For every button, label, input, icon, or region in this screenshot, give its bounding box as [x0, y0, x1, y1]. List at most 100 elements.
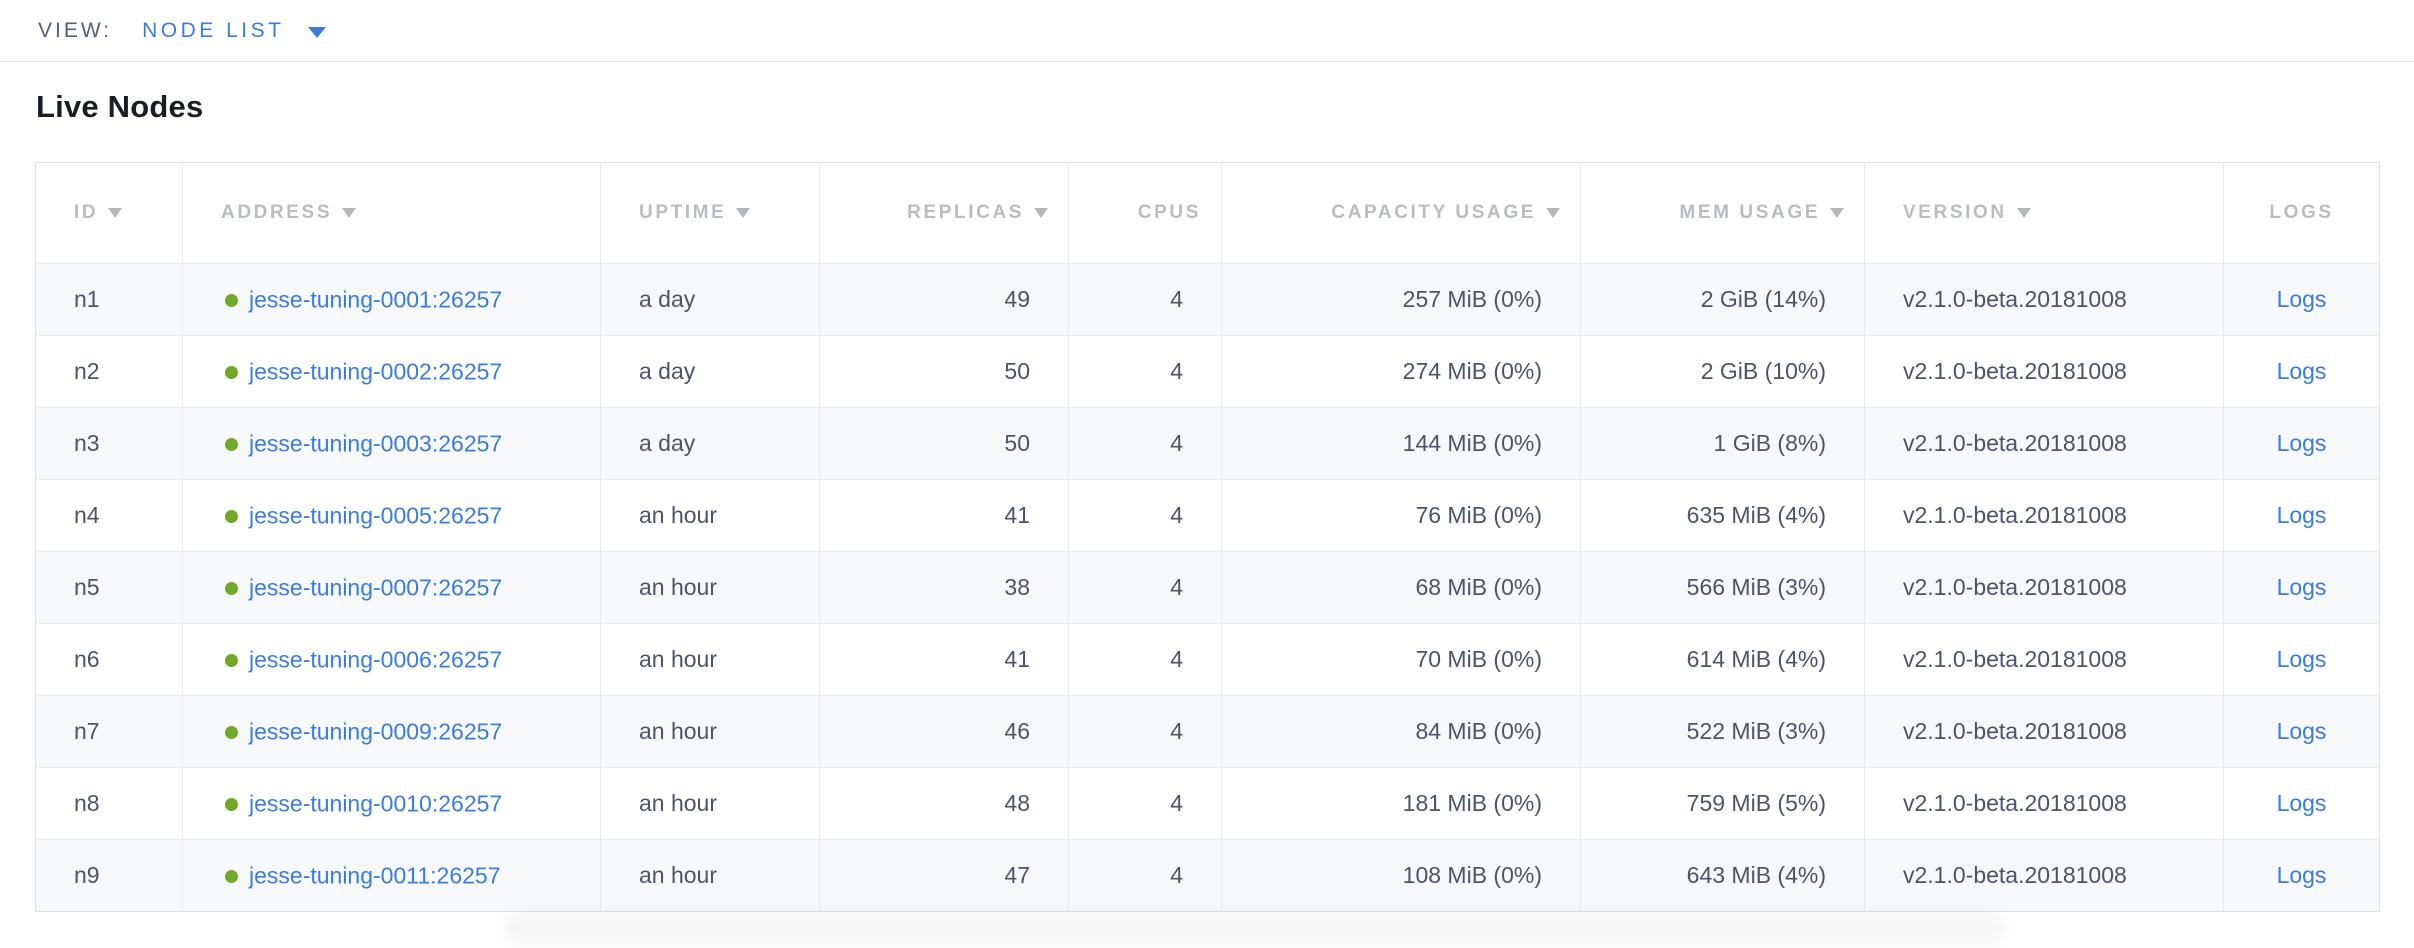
node-logs-link[interactable]: Logs [2276, 286, 2327, 312]
cell-uptime: an hour [600, 695, 820, 768]
node-status-healthy-icon [225, 509, 238, 523]
node-address-link[interactable]: jesse-tuning-0003:26257 [249, 430, 503, 457]
node-address-link[interactable]: jesse-tuning-0001:26257 [249, 286, 503, 313]
cell-address: jesse-tuning-0011:26257 [182, 839, 601, 912]
node-row-n8: n8 jesse-tuning-0010:26257 an hour 48 4 181 M… [35, 767, 2380, 840]
column-header-mem[interactable]: MEM USAGE [1580, 162, 1865, 264]
cell-capacity: 70 MiB (0%) [1221, 623, 1581, 696]
cell-replicas: 48 [819, 767, 1069, 840]
cell-address: jesse-tuning-0001:26257 [182, 263, 601, 336]
sort-desc-icon [2016, 208, 2031, 218]
sort-desc-icon [1034, 208, 1048, 218]
column-header-uptime[interactable]: UPTIME [600, 162, 820, 264]
column-header-replicas[interactable]: REPLICAS [819, 162, 1069, 264]
node-status-healthy-icon [225, 437, 238, 451]
cell-capacity: 181 MiB (0%) [1221, 767, 1581, 840]
node-status-healthy-icon [225, 869, 238, 883]
cell-id: n5 [35, 551, 183, 624]
cell-uptime: a day [600, 407, 820, 480]
column-header-label: ADDRESS [221, 202, 333, 223]
cell-uptime: an hour [600, 551, 820, 624]
cell-capacity: 257 MiB (0%) [1221, 263, 1581, 336]
view-dropdown[interactable]: NODE LIST [112, 18, 327, 43]
cell-uptime: a day [600, 335, 820, 408]
node-status-healthy-icon [225, 293, 238, 307]
cell-capacity: 274 MiB (0%) [1221, 335, 1581, 408]
cell-uptime: a day [600, 263, 820, 336]
cell-cpus: 4 [1068, 839, 1222, 912]
node-address-link[interactable]: jesse-tuning-0010:26257 [249, 790, 503, 817]
cell-version: v2.1.0-beta.20181008 [1864, 407, 2224, 480]
cell-id: n1 [35, 263, 183, 336]
cell-id: n6 [35, 623, 183, 696]
cell-id: n4 [35, 479, 183, 552]
horizontal-scrollbar[interactable] [505, 913, 2005, 943]
column-header-label: MEM USAGE [1679, 202, 1820, 223]
live-nodes-table-container: ID ADDRESS UPTIME REPLICAS CPUS CAPACITY USAG… [35, 162, 2380, 943]
sort-desc-icon [342, 208, 357, 218]
cell-logs: Logs [2223, 839, 2380, 912]
column-header-logs: LOGS [2223, 162, 2380, 264]
cell-uptime: an hour [600, 839, 820, 912]
node-address-link[interactable]: jesse-tuning-0009:26257 [249, 718, 503, 745]
node-logs-link[interactable]: Logs [2276, 646, 2327, 672]
cell-logs: Logs [2223, 263, 2380, 336]
node-address-link[interactable]: jesse-tuning-0006:26257 [249, 646, 503, 673]
cell-mem: 643 MiB (4%) [1580, 839, 1865, 912]
cell-mem: 566 MiB (3%) [1580, 551, 1865, 624]
column-header-version[interactable]: VERSION [1864, 162, 2224, 264]
column-header-label: REPLICAS [907, 202, 1024, 223]
cell-replicas: 47 [819, 839, 1069, 912]
cell-capacity: 108 MiB (0%) [1221, 839, 1581, 912]
sort-desc-icon [1830, 208, 1844, 218]
table-body: n1 jesse-tuning-0001:26257 a day 49 4 257 MiB… [35, 263, 2380, 912]
node-logs-link[interactable]: Logs [2276, 430, 2327, 456]
column-header-id[interactable]: ID [35, 162, 183, 264]
node-logs-link[interactable]: Logs [2276, 574, 2327, 600]
cell-address: jesse-tuning-0006:26257 [182, 623, 601, 696]
cell-version: v2.1.0-beta.20181008 [1864, 551, 2224, 624]
cell-capacity: 144 MiB (0%) [1221, 407, 1581, 480]
node-row-n6: n6 jesse-tuning-0006:26257 an hour 41 4 70 Mi… [35, 623, 2380, 696]
node-address-link[interactable]: jesse-tuning-0002:26257 [249, 358, 503, 385]
column-header-address[interactable]: ADDRESS [182, 162, 601, 264]
cell-uptime: an hour [600, 623, 820, 696]
node-row-n5: n5 jesse-tuning-0007:26257 an hour 38 4 68 Mi… [35, 551, 2380, 624]
node-status-healthy-icon [225, 653, 238, 667]
view-label: VIEW: [38, 18, 113, 42]
node-logs-link[interactable]: Logs [2276, 790, 2327, 816]
cell-cpus: 4 [1068, 263, 1222, 336]
node-address-link[interactable]: jesse-tuning-0011:26257 [249, 862, 501, 889]
node-address-link[interactable]: jesse-tuning-0007:26257 [249, 574, 503, 601]
cell-cpus: 4 [1068, 623, 1222, 696]
cell-address: jesse-tuning-0003:26257 [182, 407, 601, 480]
view-selected-value: NODE LIST [142, 18, 285, 42]
cell-id: n8 [35, 767, 183, 840]
sort-desc-icon [736, 208, 751, 218]
cell-address: jesse-tuning-0009:26257 [182, 695, 601, 768]
cell-version: v2.1.0-beta.20181008 [1864, 839, 2224, 912]
node-logs-link[interactable]: Logs [2276, 862, 2327, 888]
column-header-capacity[interactable]: CAPACITY USAGE [1221, 162, 1581, 264]
cell-cpus: 4 [1068, 407, 1222, 480]
cell-logs: Logs [2223, 407, 2380, 480]
cell-address: jesse-tuning-0007:26257 [182, 551, 601, 624]
node-logs-link[interactable]: Logs [2276, 718, 2327, 744]
cell-logs: Logs [2223, 335, 2380, 408]
cell-cpus: 4 [1068, 551, 1222, 624]
cell-address: jesse-tuning-0005:26257 [182, 479, 601, 552]
node-address-link[interactable]: jesse-tuning-0005:26257 [249, 502, 503, 529]
cell-replicas: 50 [819, 335, 1069, 408]
cell-mem: 635 MiB (4%) [1580, 479, 1865, 552]
cell-cpus: 4 [1068, 335, 1222, 408]
live-nodes-table: ID ADDRESS UPTIME REPLICAS CPUS CAPACITY USAG… [35, 162, 2380, 912]
cell-address: jesse-tuning-0010:26257 [182, 767, 601, 840]
node-logs-link[interactable]: Logs [2276, 358, 2327, 384]
sort-desc-icon [108, 208, 123, 218]
cell-mem: 2 GiB (14%) [1580, 263, 1865, 336]
cell-capacity: 68 MiB (0%) [1221, 551, 1581, 624]
column-header-label: UPTIME [639, 202, 727, 223]
node-logs-link[interactable]: Logs [2276, 502, 2327, 528]
cell-cpus: 4 [1068, 695, 1222, 768]
cell-replicas: 41 [819, 479, 1069, 552]
